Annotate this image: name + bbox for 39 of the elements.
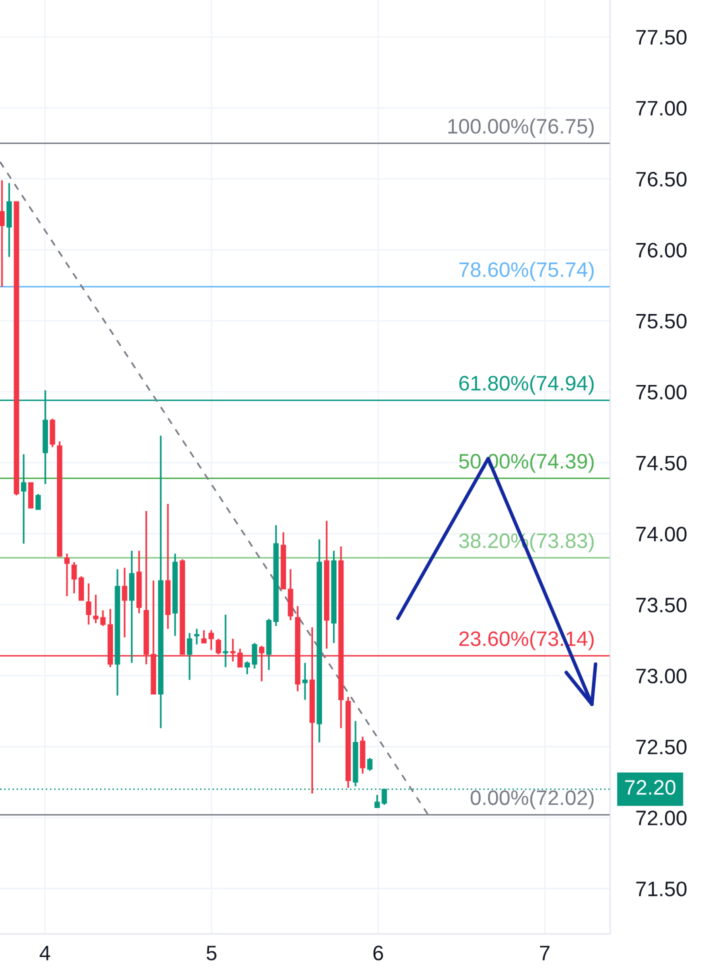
y-tick-label: 74.00: [636, 526, 687, 542]
y-tick-label: 72.50: [636, 740, 687, 754]
candlestick: [100, 610, 106, 627]
candlestick: [252, 642, 258, 670]
candlestick: [194, 628, 200, 646]
x-tick-label: 7: [540, 946, 550, 960]
y-tick-label: 77.00: [636, 100, 687, 116]
candlestick: [367, 757, 372, 772]
ref-line-label: 78.60%(75.74): [459, 262, 594, 282]
ref-line-label: 72.20: [625, 780, 676, 795]
candlestick: [222, 614, 228, 668]
candlestick: [64, 552, 70, 597]
candlestick: [93, 594, 98, 624]
x-tick-label: 5: [206, 946, 216, 960]
y-tick-label: 73.50: [636, 598, 687, 612]
candlestick: [208, 629, 214, 651]
x-tick-label: 4: [40, 946, 50, 960]
y-tick-label: 76.00: [636, 242, 687, 258]
candlestick: [86, 582, 92, 626]
candlestick: [0, 179, 5, 288]
candlestick: [20, 453, 26, 544]
candlestick: [302, 662, 308, 701]
y-tick-label: 77.50: [636, 30, 687, 45]
y-tick-label: 72.00: [636, 810, 687, 826]
ref-line-label: 61.80%(74.94): [459, 375, 594, 395]
candlestick: [201, 629, 207, 644]
y-tick-label: 71.50: [636, 882, 687, 896]
candlestick: [35, 493, 41, 510]
y-tick-label: 75.50: [636, 314, 687, 329]
ref-line-label: 100.00%(76.75): [448, 118, 594, 138]
x-tick-label: 6: [373, 946, 384, 960]
candlestick: [186, 632, 192, 681]
y-tick-label: 73.00: [636, 668, 687, 684]
candlestick: [244, 660, 250, 676]
y-tick-label: 76.50: [636, 172, 687, 187]
y-tick-label: 75.00: [636, 384, 687, 400]
y-tick-label: 74.50: [636, 456, 687, 470]
ref-line-label: 0.00%(72.02): [470, 790, 594, 810]
candlestick: [122, 566, 128, 638]
